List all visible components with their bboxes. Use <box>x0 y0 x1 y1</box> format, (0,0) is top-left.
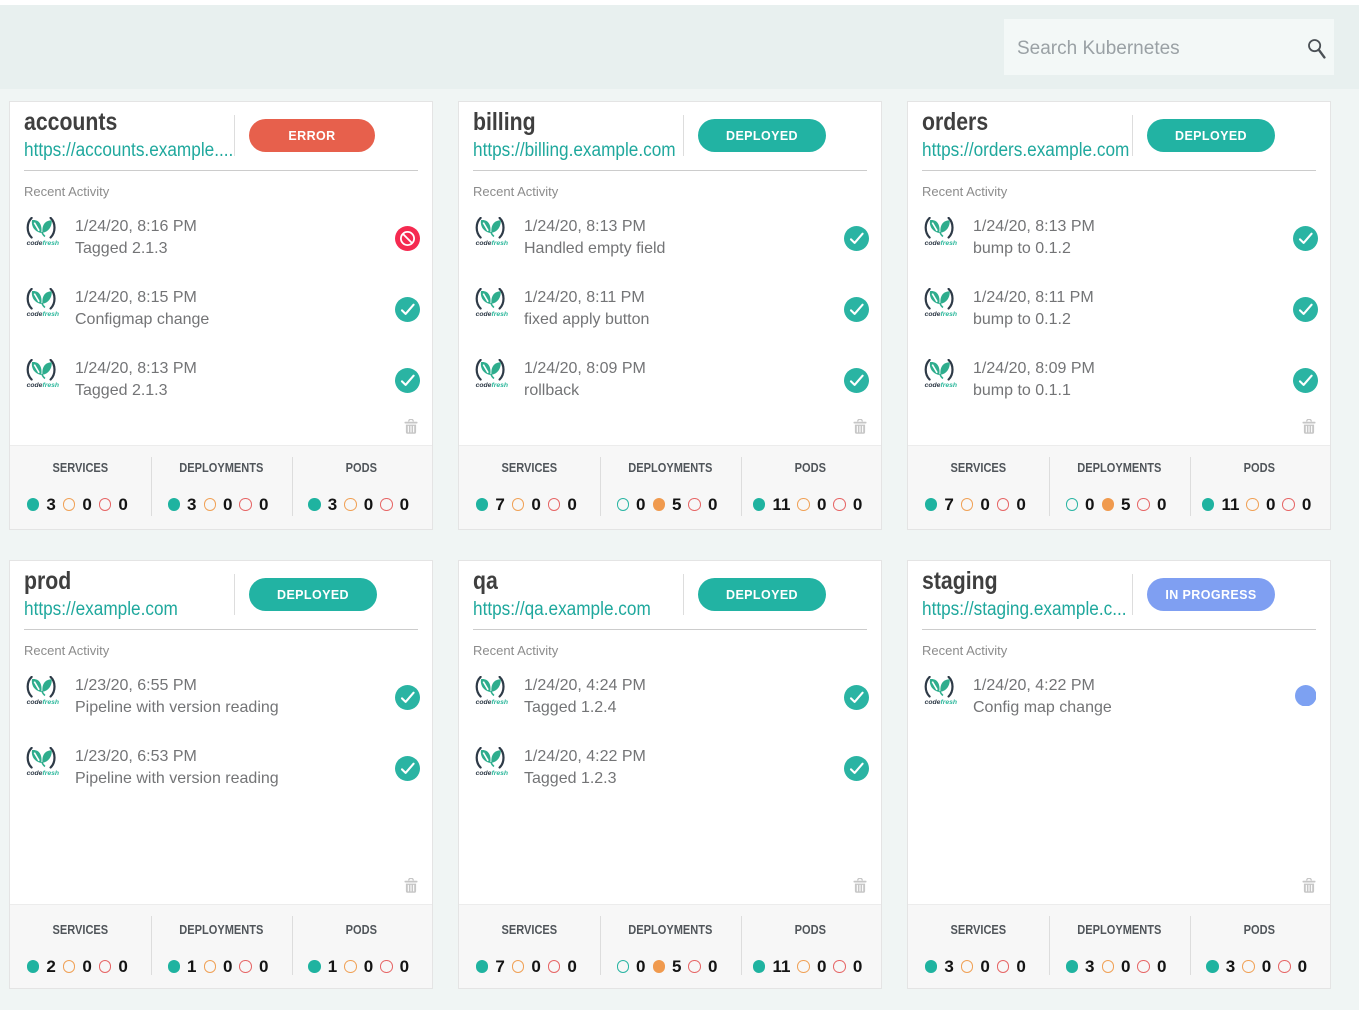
svg-text:codefresh: codefresh <box>476 311 508 317</box>
svg-text:codefresh: codefresh <box>27 699 59 705</box>
svg-text:codefresh: codefresh <box>27 770 59 776</box>
svg-text:codefresh: codefresh <box>476 240 508 246</box>
svg-text:codefresh: codefresh <box>476 770 508 776</box>
svg-text:codefresh: codefresh <box>925 699 957 705</box>
svg-text:codefresh: codefresh <box>925 382 957 388</box>
svg-text:codefresh: codefresh <box>27 311 59 317</box>
svg-text:codefresh: codefresh <box>27 382 59 388</box>
svg-text:codefresh: codefresh <box>27 240 59 246</box>
svg-text:codefresh: codefresh <box>925 240 957 246</box>
svg-text:codefresh: codefresh <box>476 699 508 705</box>
svg-text:codefresh: codefresh <box>476 382 508 388</box>
svg-text:codefresh: codefresh <box>925 311 957 317</box>
